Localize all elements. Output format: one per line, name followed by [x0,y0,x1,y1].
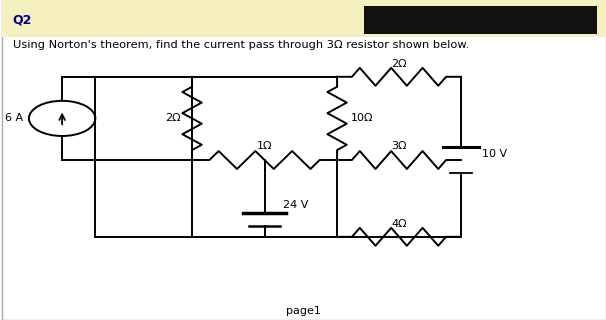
Text: Using Norton's theorem, find the current pass through 3Ω resistor shown below.: Using Norton's theorem, find the current… [13,40,469,50]
Text: Q2: Q2 [13,14,32,27]
Text: 10Ω: 10Ω [350,113,373,124]
Text: page1: page1 [287,306,321,316]
Text: 2Ω: 2Ω [391,59,407,69]
Bar [364,6,597,34]
Text: 10 V: 10 V [482,148,507,159]
Bar [2,0,606,37]
Text: 3Ω: 3Ω [391,141,407,151]
Text: 2Ω: 2Ω [165,113,181,124]
Text: 6 A: 6 A [5,113,23,124]
Text: 1Ω: 1Ω [257,141,272,151]
Text: 24 V: 24 V [282,200,308,210]
Text: 4Ω: 4Ω [391,219,407,229]
